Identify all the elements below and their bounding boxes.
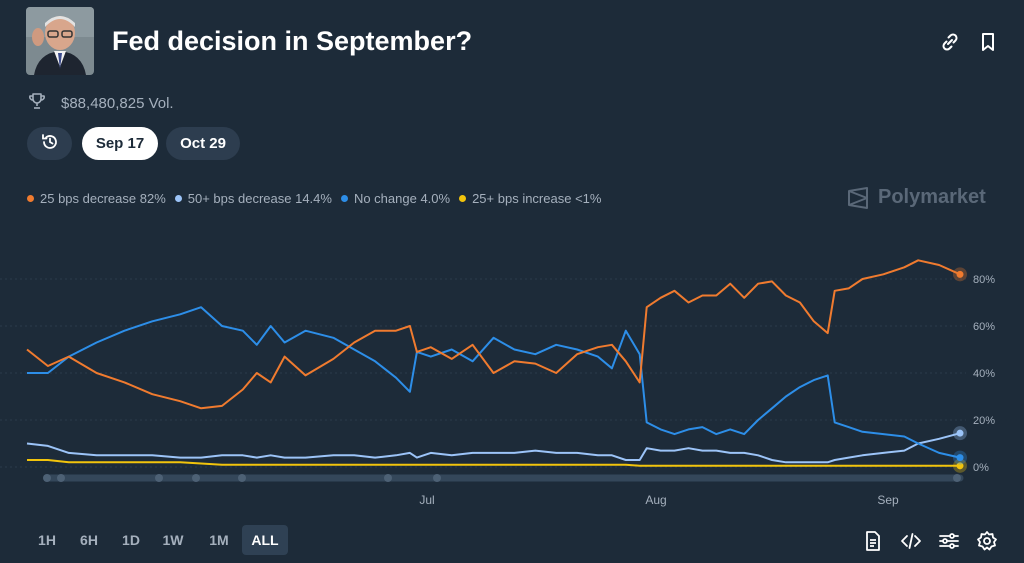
scrub-marker — [192, 474, 200, 482]
legend-dot — [340, 195, 348, 202]
legend-item: 25+ bps increase <1% — [459, 191, 601, 206]
series-line-25-bps-decrease — [26, 259, 961, 410]
scrub-marker — [433, 474, 441, 482]
x-tick-label: Aug — [645, 493, 666, 507]
chart-scrub-track — [43, 474, 964, 482]
chart-series-group — [26, 259, 961, 467]
tab-sep-17[interactable]: Sep 17 — [82, 127, 158, 160]
series-endpoint — [956, 454, 964, 462]
chart-endpoints — [953, 267, 967, 473]
legend-item: 50+ bps decrease 14.4% — [174, 191, 332, 206]
gear-icon[interactable] — [976, 530, 998, 552]
range-1d-button[interactable]: 1D — [122, 532, 140, 548]
scrub-marker — [953, 474, 961, 482]
y-tick-label: 80% — [973, 274, 995, 286]
tab-oct-29[interactable]: Oct 29 — [166, 127, 240, 160]
series-endpoint — [956, 270, 964, 278]
volume-text: $88,480,825 Vol. — [61, 94, 174, 112]
brand-name: Polymarket — [878, 186, 986, 208]
document-icon[interactable] — [862, 530, 884, 552]
range-1m-button[interactable]: 1M — [209, 532, 229, 548]
trophy-icon — [28, 92, 46, 115]
y-tick-label: 20% — [973, 415, 995, 427]
scrub-marker — [43, 474, 51, 482]
market-image — [26, 7, 94, 75]
polymarket-watermark: Polymarket — [846, 186, 986, 209]
y-tick-label: 60% — [973, 321, 995, 333]
series-endpoint — [956, 462, 964, 470]
polymarket-logo-icon — [848, 186, 868, 209]
range-1w-button[interactable]: 1W — [162, 532, 184, 548]
range-1h-button[interactable]: 1H — [38, 532, 56, 548]
bookmark-icon[interactable] — [976, 30, 1000, 54]
scrub-marker — [57, 474, 65, 482]
legend-dot — [459, 195, 467, 202]
legend-label: 25+ bps increase <1% — [472, 191, 602, 206]
chart-x-axis: Jul Aug Sep — [419, 493, 899, 507]
legend-label: No change 4.0% — [353, 191, 451, 206]
price-chart[interactable]: 80% 60% 40% 20% 0% Jul Aug Sep — [0, 230, 1024, 520]
chart-y-axis: 80% 60% 40% 20% 0% — [973, 274, 995, 474]
volume-row: $88,480,825 Vol. — [28, 92, 174, 115]
scrub-marker — [384, 474, 392, 482]
scrub-marker — [155, 474, 163, 482]
history-button[interactable] — [27, 127, 72, 160]
series-line-no-change — [27, 306, 961, 459]
range-6h-button[interactable]: 6H — [80, 532, 98, 548]
x-tick-label: Jul — [419, 493, 434, 507]
series-line-25-bps-increase — [27, 459, 960, 467]
y-tick-label: 0% — [973, 462, 989, 474]
legend-dot — [27, 195, 34, 202]
chart-legend: 25 bps decrease 82% 50+ bps decrease 14.… — [27, 191, 610, 206]
legend-dot — [174, 195, 182, 202]
range-all-button[interactable]: ALL — [242, 525, 288, 555]
series-line-50-bps-decrease — [26, 432, 961, 464]
x-tick-label: Sep — [877, 493, 899, 507]
sliders-icon[interactable] — [938, 530, 960, 552]
page-title: Fed decision in September? — [112, 26, 473, 56]
chart-grid — [0, 278, 966, 468]
series-endpoint — [956, 429, 964, 437]
legend-item: No change 4.0% — [340, 191, 451, 206]
link-icon[interactable] — [938, 30, 962, 54]
history-icon — [40, 132, 60, 156]
code-icon[interactable] — [900, 530, 922, 552]
time-range-bar: 1H 6H 1D 1W 1M ALL — [0, 525, 288, 555]
legend-item: 25 bps decrease 82% — [27, 191, 166, 206]
legend-label: 25 bps decrease 82% — [40, 191, 166, 206]
scrub-marker — [238, 474, 246, 482]
legend-label: 50+ bps decrease 14.4% — [187, 191, 332, 206]
y-tick-label: 40% — [973, 368, 995, 380]
